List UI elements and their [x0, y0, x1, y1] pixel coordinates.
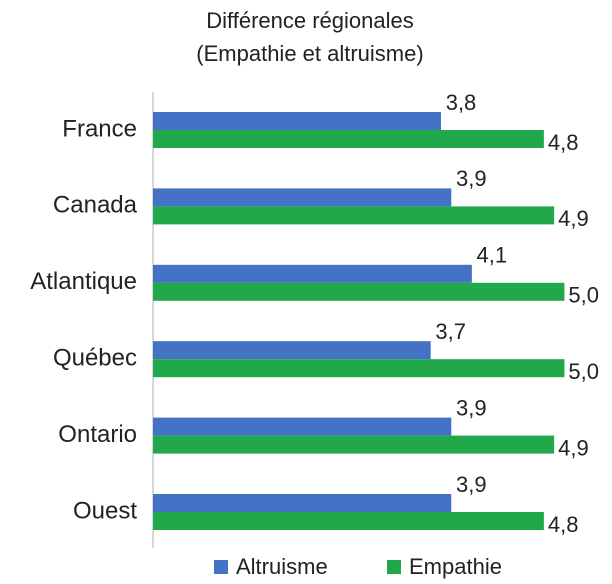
bar: [153, 188, 452, 207]
chart-title: Différence régionales: [206, 8, 414, 33]
value-label: 3,9: [456, 166, 487, 191]
y-tick-label: Ouest: [73, 497, 137, 524]
bar: [153, 417, 452, 436]
bar: [153, 512, 544, 530]
y-tick-label: Canada: [53, 192, 138, 219]
value-label: 4,8: [548, 512, 579, 537]
legend-label: Altruisme: [236, 554, 328, 579]
y-tick-label: France: [62, 115, 137, 142]
bar: [153, 264, 472, 283]
y-tick-label: Atlantique: [30, 268, 137, 295]
bar: [153, 435, 555, 454]
value-label: 5,0: [568, 359, 599, 384]
bar: [153, 282, 565, 301]
value-label: 5,0: [568, 283, 599, 308]
y-tick-label: Québec: [53, 345, 137, 372]
value-label: 3,9: [456, 472, 487, 497]
value-label: 4,9: [558, 206, 589, 231]
bar: [153, 359, 565, 378]
value-label: 4,1: [477, 243, 508, 268]
legend-swatch: [387, 560, 401, 574]
bar: [153, 494, 452, 512]
value-label: 3,8: [446, 90, 477, 115]
bar: [153, 341, 431, 360]
value-label: 3,9: [456, 395, 487, 420]
value-label: 4,9: [558, 435, 589, 460]
value-label: 3,7: [435, 319, 466, 344]
legend-swatch: [214, 560, 228, 574]
chart-subtitle: (Empathie et altruisme): [196, 41, 423, 66]
y-tick-label: Ontario: [58, 421, 137, 448]
legend-label: Empathie: [409, 554, 502, 579]
bar: [153, 206, 555, 225]
bar: [153, 130, 544, 148]
bar: [153, 112, 441, 130]
value-label: 4,8: [548, 130, 579, 155]
